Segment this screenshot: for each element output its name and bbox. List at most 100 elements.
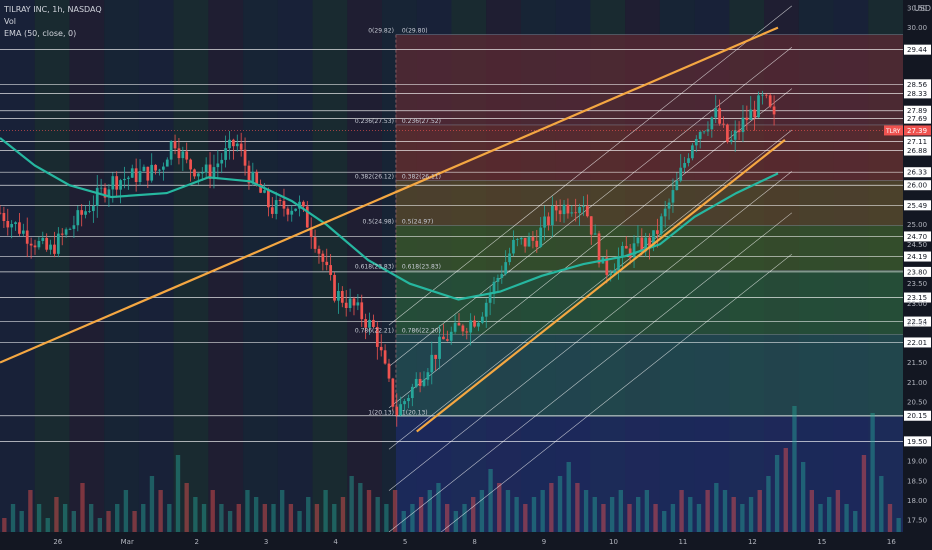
candle-body [399,404,403,416]
volume-bar [601,504,606,532]
candle-body [119,180,122,190]
volume-bar [132,511,137,532]
candle-body [391,378,395,407]
volume-bar [158,490,163,532]
candle-body [609,273,613,275]
fib-label-right: 0.786(22.20) [402,328,441,335]
candle-body [208,164,212,179]
candle-body [422,379,426,386]
x-tick-label: 11 [678,538,687,546]
fib-label-right: 0(29.80) [402,28,428,35]
y-tick-label: 23.15 [907,294,927,302]
candle-body [722,123,725,125]
y-tick-label: 26.88 [907,147,927,155]
candle-body [2,212,6,221]
candle-body [714,108,718,118]
x-tick-label: 2 [194,538,198,546]
candle-body [220,159,224,164]
candle-body [640,237,644,252]
ema-line [0,137,779,301]
volume-bar [210,490,215,532]
candle-body [589,216,593,235]
volume-bar [201,504,207,532]
candle-body [461,325,465,332]
volume-bar [418,497,424,532]
volume-bar [193,497,198,532]
candle-body [403,401,406,405]
volume-bar [531,497,537,532]
y-tick-label: 20.50 [907,398,927,406]
channel-line [388,129,793,450]
volume-bar [88,504,94,532]
volume-bar [297,511,302,532]
candle-body [512,239,515,254]
candle-body [68,228,72,230]
candle-body [500,274,504,278]
candle-body [671,190,675,203]
candle-body [53,244,56,254]
candlestick-series [0,90,776,427]
volume-bar [479,490,485,532]
candle-body [395,406,399,416]
volume-bar [184,483,189,532]
session-stripe [243,0,278,532]
volume-bars [2,406,901,532]
candle-body [10,224,14,228]
price-tag [904,125,931,136]
candle-body [523,237,527,247]
y-tick-label: 18.50 [907,477,927,485]
candle-body [103,187,107,198]
level-tag [904,105,931,116]
volume-bar [844,504,849,532]
volume-bar [71,511,76,532]
ema-legend[interactable]: EMA (50, close, 0) [4,29,77,38]
candle-body [675,180,679,191]
volume-bar [670,504,676,532]
candle-body [442,336,445,340]
volume-bar [19,511,24,532]
session-stripe [277,0,313,532]
channel-line [388,212,793,533]
volume-bar [366,490,372,532]
candle-body [617,257,620,271]
candle-body [768,95,772,107]
candle-body [33,245,37,248]
session-stripe [138,0,174,532]
candle-body [729,139,733,142]
candle-body [753,109,756,118]
candle-body [200,172,204,174]
volume-bar [436,483,441,532]
candle-body [111,176,115,190]
ema50-line [0,137,779,301]
candle-body [286,208,290,215]
volume-legend[interactable]: Vol [4,17,16,26]
volume-bar [123,490,129,532]
candle-body [663,208,667,217]
symbol-legend[interactable]: TILRAY INC, 1h, NASDAQ [4,5,102,14]
fib-label-left: 0.786(22.21) [355,328,394,335]
volume-bar [410,504,415,532]
candle-body [745,117,749,121]
candle-body [177,148,181,159]
candle-body [593,233,597,235]
candle-body [761,94,764,96]
volume-bar [618,490,623,532]
candle-body [162,166,165,170]
level-tag [904,316,931,327]
candle-body [372,319,375,327]
candle-body [356,302,360,306]
candle-body [465,331,469,333]
volume-bar [505,490,511,532]
volume-bar [879,476,884,532]
candle-body [578,207,581,213]
volume-bar [818,504,823,532]
volume-bar [688,497,693,532]
candle-body [56,233,60,254]
candle-body [702,131,706,133]
candle-body [737,130,741,133]
candle-body [473,320,476,327]
candle-body [757,95,760,118]
volume-bar [497,483,502,532]
y-tick-label: 19.50 [907,438,927,446]
